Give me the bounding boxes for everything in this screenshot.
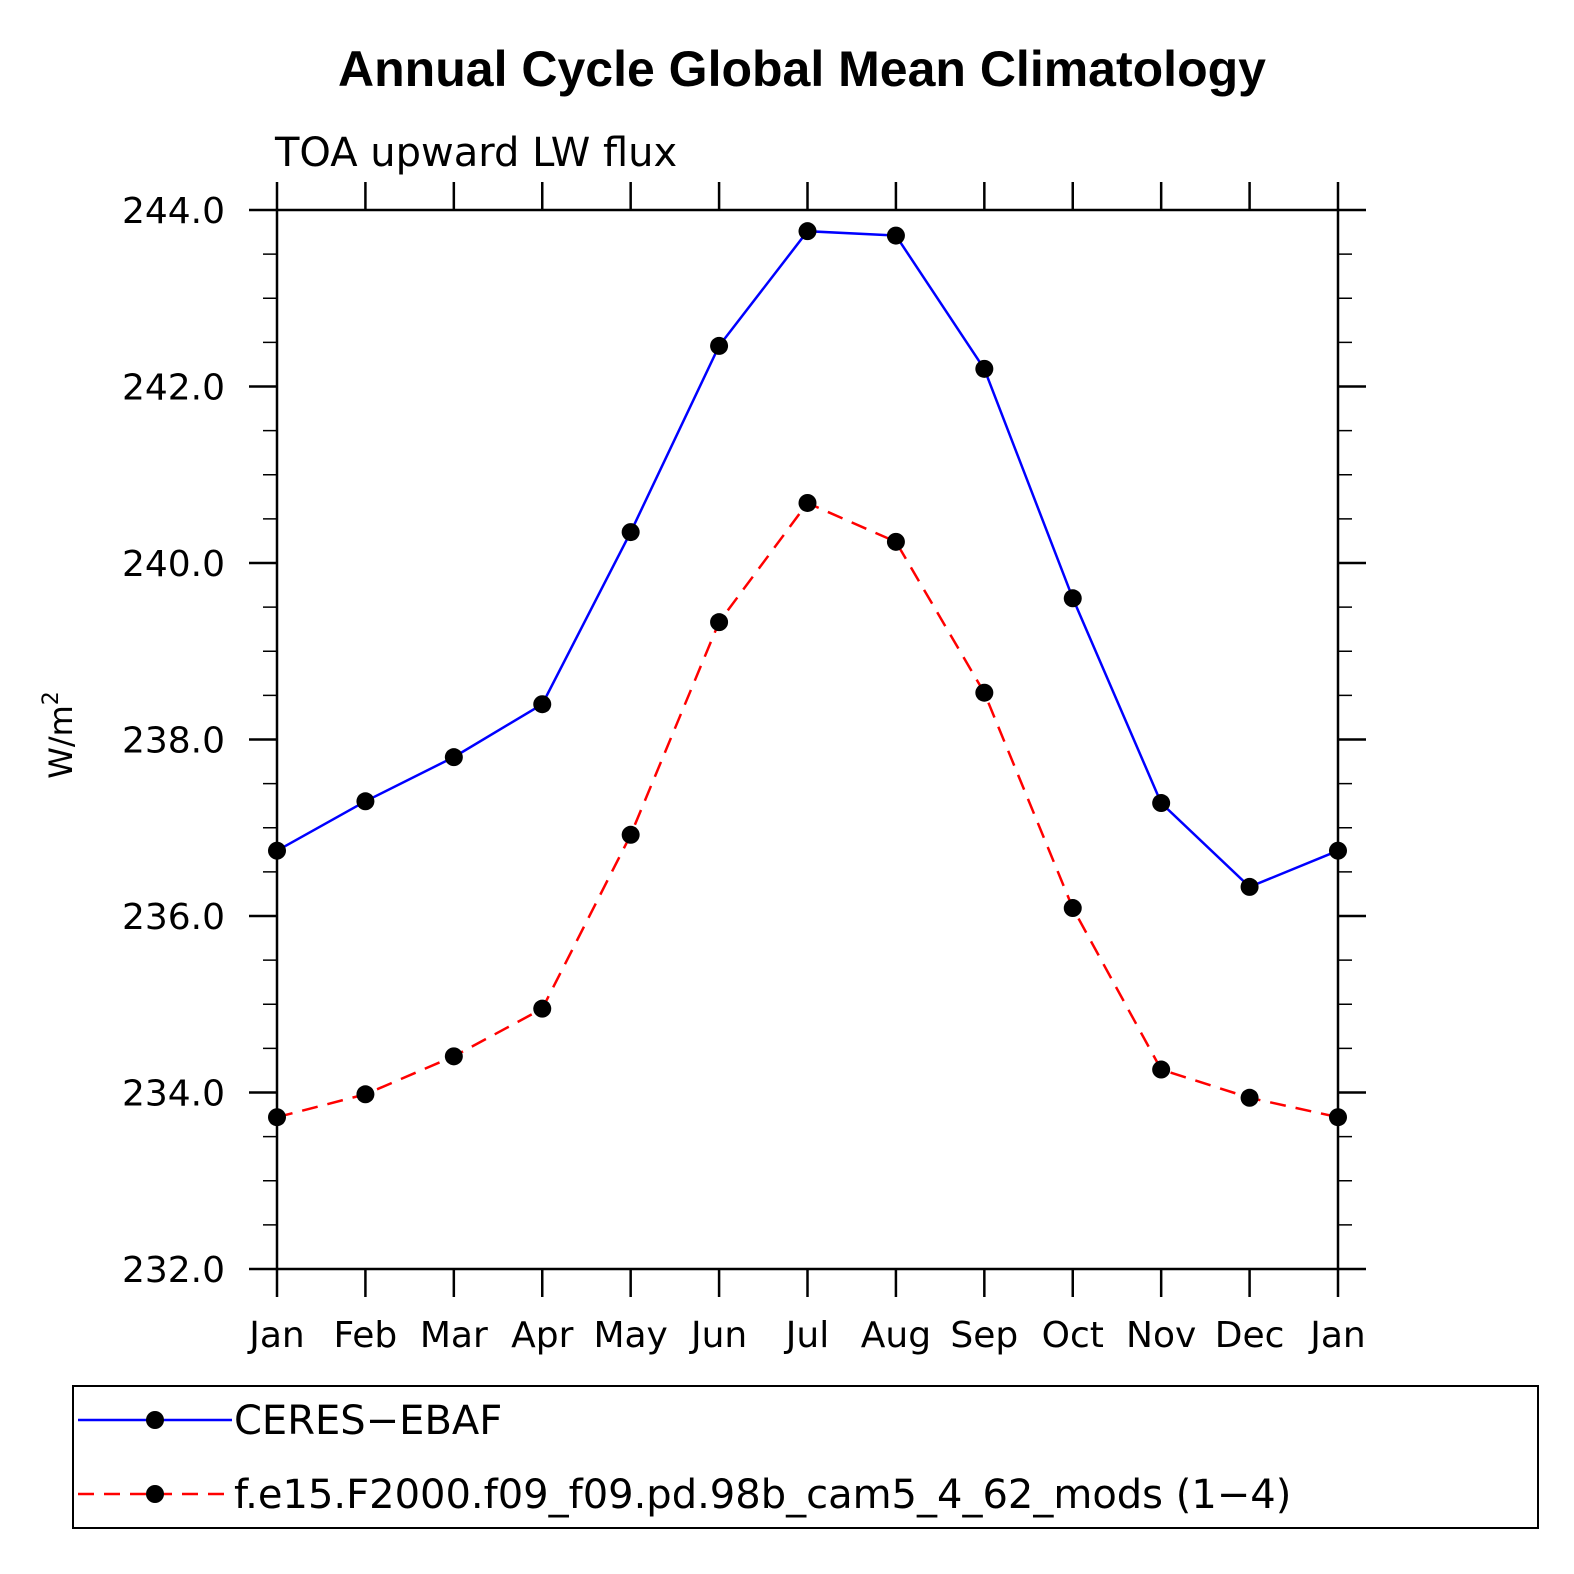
y-tick-label: 238.0 — [122, 721, 225, 762]
chart-subtitle: TOA upward LW flux — [274, 130, 677, 176]
x-tick-label: Feb — [334, 1315, 398, 1356]
series-1-point — [975, 683, 994, 702]
series-0-point — [886, 226, 905, 245]
series-0-point — [975, 359, 994, 378]
series-1-point — [1240, 1088, 1259, 1107]
y-axis-label: W/m2 — [39, 691, 80, 779]
x-tick-label: Aug — [861, 1315, 931, 1356]
x-tick-label: Sep — [950, 1315, 1018, 1356]
x-tick-label: Jan — [247, 1315, 305, 1356]
series-0-point — [710, 336, 729, 355]
series-0-point — [268, 841, 286, 860]
x-tick-label: Mar — [420, 1315, 488, 1356]
plot-frame — [275, 208, 1340, 1271]
x-tick-label: May — [593, 1315, 667, 1356]
legend-marker-model — [146, 1485, 164, 1503]
series-0-point — [356, 792, 375, 811]
series-line-0 — [276, 229, 1339, 889]
legend-box — [72, 1385, 1539, 1529]
series-1-point — [1329, 1108, 1347, 1127]
x-tick-label: Jul — [784, 1315, 829, 1356]
y-axis-label-unit: W/m — [42, 705, 80, 779]
x-tick-label: Oct — [1042, 1315, 1104, 1356]
series-1-point — [798, 493, 817, 512]
series-1-point — [268, 1108, 286, 1127]
series-layer — [268, 222, 1347, 1127]
y-axis-label-exponent: 2 — [39, 691, 64, 705]
y-tick-label: 234.0 — [122, 1074, 225, 1115]
series-0-point — [444, 748, 463, 767]
chart-title: Annual Cycle Global Mean Climatology — [338, 41, 1266, 97]
series-0-point — [1240, 877, 1259, 896]
series-line-1 — [276, 501, 1339, 1119]
series-1-point — [1063, 899, 1082, 918]
series-0-point — [1152, 794, 1171, 813]
legend: CERES−EBAF f.e15.F2000.f09_f09.pd.98b_ca… — [72, 1385, 1539, 1529]
y-tick-label: 240.0 — [122, 544, 225, 585]
series-0-point — [798, 222, 817, 241]
y-tick-label: 236.0 — [122, 897, 225, 938]
x-tick-label: Nov — [1126, 1315, 1196, 1356]
series-1-point — [356, 1085, 375, 1104]
series-0-point — [1329, 841, 1347, 860]
x-tick-label: Dec — [1215, 1315, 1285, 1356]
series-0-point — [621, 523, 640, 542]
series-0-point — [533, 695, 552, 714]
plot-axes: Jan Feb Mar Apr May Jun Jul Aug Sep Oct Nov Dec Jan 2… — [122, 182, 1366, 1356]
legend-label-ceres: CERES−EBAF — [234, 1398, 502, 1444]
series-1-point — [886, 532, 905, 551]
x-tick-label: Jan — [1308, 1315, 1366, 1356]
x-tick-label: Jun — [689, 1315, 747, 1356]
series-1-point — [1152, 1060, 1171, 1079]
series-0-point — [1063, 589, 1082, 608]
series-1-point — [444, 1047, 463, 1066]
y-tick-label: 232.0 — [122, 1250, 225, 1291]
series-1-point — [533, 999, 552, 1018]
series-1-point — [710, 613, 729, 632]
y-tick-label: 244.0 — [122, 191, 225, 232]
legend-label-model: f.e15.F2000.f09_f09.pd.98b_cam5_4_62_mod… — [234, 1472, 1291, 1518]
series-1-point — [621, 825, 640, 844]
legend-marker-ceres — [146, 1411, 164, 1429]
y-tick-label: 242.0 — [122, 368, 225, 409]
x-tick-label: Apr — [511, 1315, 573, 1356]
